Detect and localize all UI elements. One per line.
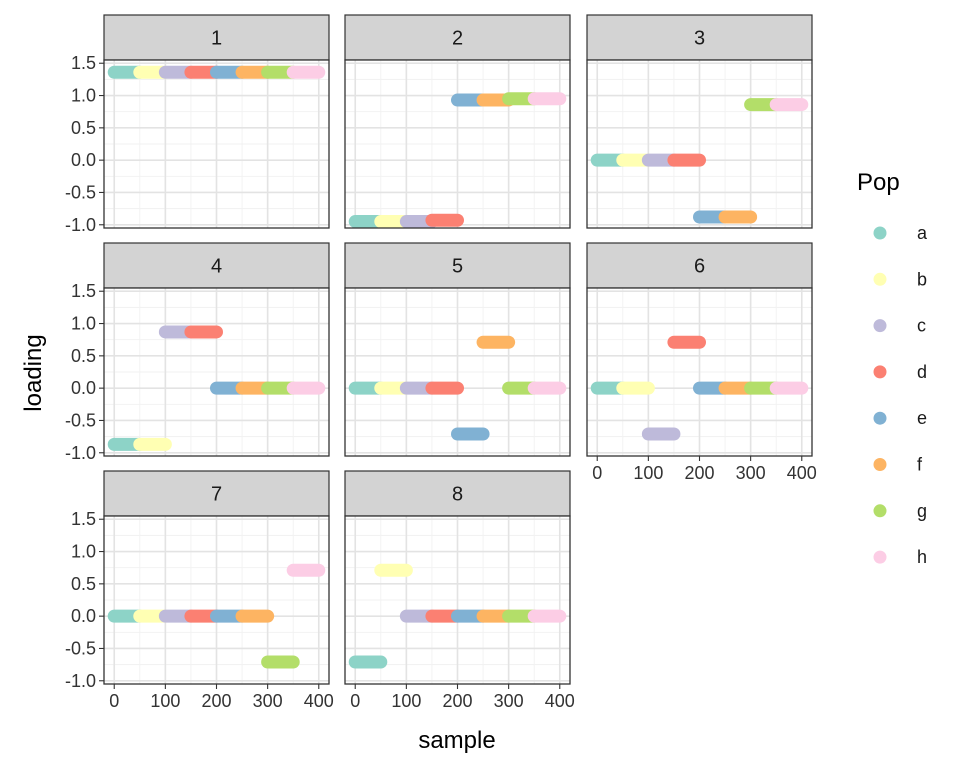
facet-panel-6: 6 0 100 200 300 400 (586, 242, 817, 483)
y-tick-label: 1.5 (71, 509, 96, 529)
y-tick-label: -0.5 (65, 638, 96, 658)
legend-key-b (873, 272, 887, 286)
y-tick-label: 0.0 (71, 606, 96, 626)
legend-key-f (873, 458, 887, 471)
facet-strip-label: 1 (211, 28, 222, 50)
legend-key-a (873, 226, 887, 240)
data-segments (107, 563, 326, 669)
y-tick-label: 1.0 (71, 86, 96, 106)
legend-item-f: f (873, 455, 923, 475)
facet-strip-label: 7 (211, 484, 222, 506)
x-tick-label: 200 (442, 691, 472, 711)
x-tick-label: 400 (545, 691, 575, 711)
x-axis-title: sample (418, 727, 495, 754)
facet-strip-label: 4 (211, 256, 222, 278)
panel-border (103, 287, 330, 457)
y-tick-label: 0.5 (71, 574, 96, 594)
legend-title: Pop (857, 169, 900, 196)
x-tick-label: 200 (684, 463, 714, 483)
y-tick-label: 0.0 (71, 150, 96, 170)
data-segments (348, 92, 567, 228)
x-tick-label: 100 (633, 463, 663, 483)
legend-label-d: d (917, 362, 927, 382)
facet-strip (103, 14, 330, 61)
y-tick-label: -1.0 (65, 443, 96, 463)
facet-strip-label: 3 (694, 28, 705, 50)
legend-label-e: e (917, 408, 927, 428)
x-tick-label: 0 (350, 691, 360, 711)
data-segments (590, 335, 809, 441)
legend-label-g: g (917, 501, 927, 521)
facet-strip-label: 5 (452, 256, 463, 278)
facet-strip (103, 242, 330, 289)
legend-item-h: h (873, 547, 927, 567)
y-tick-label: -0.5 (65, 182, 96, 202)
y-tick-label: -1.0 (65, 671, 96, 691)
facet-panels: 1 -1.0 -0.5 0.0 0.5 1.0 1.5 2 3 4 -1.0 -0.5 0.0 0.5 1.… (65, 14, 817, 711)
y-tick-label: 0.5 (71, 346, 96, 366)
legend-key-e (873, 411, 887, 425)
data-segments (107, 325, 326, 451)
facet-strip-label: 6 (694, 256, 705, 278)
x-tick-label: 300 (253, 691, 283, 711)
legend-item-e: e (873, 408, 927, 428)
legend-item-a: a (873, 223, 928, 243)
x-tick-label: 100 (150, 691, 180, 711)
legend-label-a: a (917, 223, 928, 243)
x-tick-label: 400 (304, 691, 334, 711)
facet-panel-8: 8 0 100 200 300 400 (344, 470, 575, 711)
panel-border (344, 287, 571, 457)
y-tick-label: 1.0 (71, 542, 96, 562)
facet-panel-1: 1 -1.0 -0.5 0.0 0.5 1.0 1.5 (65, 14, 330, 235)
legend-item-b: b (873, 269, 927, 289)
facet-panel-2: 2 (344, 14, 571, 229)
data-segments (348, 335, 567, 441)
data-segments (590, 98, 809, 224)
legend-label-h: h (917, 547, 927, 567)
facet-panel-7: 7 -1.0 -0.5 0.0 0.5 1.0 1.5 0 100 200 300 400 (65, 470, 334, 711)
y-tick-label: 1.5 (71, 281, 96, 301)
y-tick-label: 1.0 (71, 314, 96, 334)
facet-panel-5: 5 (344, 242, 571, 457)
legend-item-d: d (873, 362, 927, 382)
legend-label-f: f (917, 455, 923, 475)
facet-panel-3: 3 (586, 14, 813, 229)
legend-key-c (873, 319, 887, 333)
y-tick-label: -0.5 (65, 410, 96, 430)
facet-strip-label: 8 (452, 484, 463, 506)
legend-item-g: g (873, 501, 927, 521)
facet-strip-label: 2 (452, 28, 463, 50)
y-tick-label: 0.0 (71, 378, 96, 398)
legend-item-c: c (873, 316, 926, 336)
x-tick-label: 100 (391, 691, 421, 711)
y-tick-label: -1.0 (65, 215, 96, 235)
legend-key-h (873, 550, 887, 564)
legend-key-d (873, 365, 887, 379)
legend-label-b: b (917, 269, 927, 289)
x-tick-label: 200 (201, 691, 231, 711)
x-tick-label: 300 (494, 691, 524, 711)
legend: Pop a b c d e f g h (857, 169, 928, 567)
facet-strip (103, 470, 330, 517)
legend-key-g (873, 504, 887, 518)
y-axis-title: loading (20, 334, 47, 411)
panel-border (586, 59, 813, 229)
data-segments (348, 563, 567, 669)
x-tick-label: 300 (736, 463, 766, 483)
panel-border (103, 59, 330, 229)
y-tick-label: 1.5 (71, 53, 96, 73)
legend-label-c: c (917, 316, 926, 336)
x-tick-label: 400 (787, 463, 817, 483)
facet-panel-4: 4 -1.0 -0.5 0.0 0.5 1.0 1.5 (65, 242, 330, 463)
panel-border (344, 59, 571, 229)
x-tick-label: 0 (109, 691, 119, 711)
facet-strip (344, 242, 571, 289)
x-tick-label: 0 (592, 463, 602, 483)
y-tick-label: 0.5 (71, 118, 96, 138)
